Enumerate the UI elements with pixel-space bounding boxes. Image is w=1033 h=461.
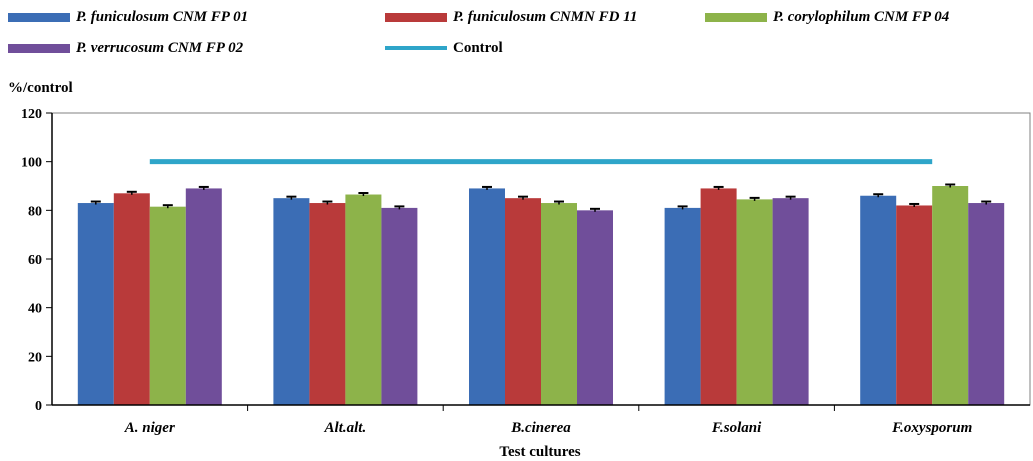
legend-item-series-4: P. verrucosum CNM FP 02 [8, 37, 243, 59]
y-tick-label: 120 [21, 107, 42, 122]
bar [185, 188, 222, 405]
bar [700, 188, 737, 405]
x-tick-label: F.oxysporum [891, 420, 972, 436]
legend-label-series-3: P. corylophilum CNM FP 04 [773, 8, 950, 25]
y-tick-label: 20 [28, 350, 42, 365]
bar [541, 203, 577, 405]
bars-layer [77, 159, 1005, 405]
legend-item-series-3: P. corylophilum CNM FP 04 [705, 6, 949, 28]
legend-item-control: Control [385, 37, 503, 59]
y-tick-label: 60 [28, 253, 42, 268]
bar [309, 203, 346, 405]
bar [932, 186, 969, 405]
x-axis-title: Test cultures [499, 444, 580, 460]
y-tick-label: 80 [28, 204, 42, 219]
y-tick-label: 40 [28, 302, 42, 317]
legend-label-control: Control [453, 39, 503, 56]
x-tick-label: F.solani [711, 420, 762, 436]
y-tick-label: 100 [21, 156, 42, 171]
bar [860, 195, 897, 405]
x-tick-label: Alt.alt. [324, 420, 367, 436]
legend-label-series-1: P. funiculosum CNM FP 01 [76, 8, 249, 25]
bar [968, 203, 1005, 405]
bar [149, 206, 186, 405]
legend-swatch-series-4 [8, 43, 70, 53]
legend-label-series-2: P. funiculosum CNMN FD 11 [453, 8, 638, 25]
bar [577, 210, 613, 405]
legend-swatch-series-3 [705, 12, 767, 22]
bar [345, 194, 382, 405]
x-axis: A. niger Alt.alt. B.cinerea F.solani F.oxysp… [51, 113, 1030, 436]
bar [896, 205, 933, 405]
y-tick-label: 0 [35, 399, 42, 414]
bar [77, 203, 114, 405]
bar [381, 207, 418, 405]
legend: P. funiculosum CNM FP 01 P. funiculosum … [0, 0, 1033, 70]
bar [273, 198, 310, 405]
bar [772, 198, 809, 405]
legend-label-series-4: P. verrucosum CNM FP 02 [76, 39, 244, 56]
legend-item-series-2: P. funiculosum CNMN FD 11 [385, 6, 637, 28]
bar [505, 198, 541, 405]
x-tick-label: A. niger [124, 420, 175, 436]
legend-swatch-series-1 [8, 12, 70, 22]
bar [113, 193, 150, 405]
y-axis-title: %/control [8, 80, 73, 96]
legend-swatch-series-2 [385, 12, 447, 22]
x-tick-label: B.cinerea [510, 420, 571, 436]
legend-item-series-1: P. funiculosum CNM FP 01 [8, 6, 248, 28]
bar [736, 199, 773, 405]
bar [664, 207, 701, 405]
bar [469, 188, 505, 405]
legend-swatch-control [385, 46, 447, 50]
